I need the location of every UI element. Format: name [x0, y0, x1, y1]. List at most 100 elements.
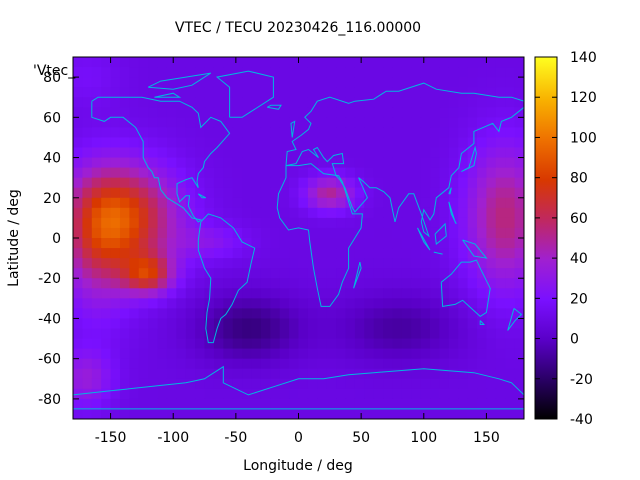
heatmap-cell	[495, 127, 506, 139]
heatmap-cell	[73, 238, 83, 249]
heatmap-cell	[458, 167, 469, 179]
heatmap-cell	[383, 358, 394, 370]
heatmap-cell	[91, 278, 102, 289]
heatmap-cell	[514, 268, 524, 279]
heatmap-cell	[458, 398, 469, 410]
heatmap-cell	[223, 67, 234, 78]
heatmap-cell	[148, 147, 159, 159]
heatmap-cell	[242, 278, 253, 289]
coastline	[276, 163, 363, 307]
heatmap-cell	[129, 117, 140, 128]
heatmap-cell	[326, 77, 337, 88]
heatmap-cell	[82, 57, 93, 68]
heatmap-cell	[270, 117, 281, 128]
heatmap-cell	[383, 408, 394, 419]
heatmap-cell	[439, 137, 450, 149]
heatmap-cell	[260, 197, 271, 209]
heatmap-cell	[345, 57, 356, 68]
heatmap-cell	[223, 217, 234, 229]
heatmap-cell	[495, 348, 506, 360]
heatmap-cell	[486, 298, 497, 309]
heatmap-cell	[242, 378, 253, 390]
heatmap-cell	[91, 268, 102, 279]
heatmap-cell	[495, 378, 506, 390]
heatmap-cell	[307, 67, 318, 78]
heatmap-cell	[448, 157, 459, 169]
heatmap-cell	[411, 278, 422, 289]
heatmap-cell	[336, 348, 347, 360]
heatmap-cell	[110, 258, 121, 269]
heatmap-cell	[279, 248, 290, 259]
heatmap-cell	[213, 258, 224, 269]
heatmap-cell	[392, 227, 403, 239]
heatmap-cell	[232, 127, 243, 139]
heatmap-cell	[467, 368, 478, 380]
heatmap-cell	[298, 368, 309, 380]
heatmap-cell	[138, 157, 149, 169]
heatmap-cell	[430, 288, 441, 299]
heatmap-cell	[420, 338, 431, 350]
heatmap-cell	[166, 77, 177, 88]
heatmap-cell	[213, 97, 224, 108]
heatmap-cell	[326, 157, 337, 169]
heatmap-cell	[204, 57, 215, 68]
heatmap-cell	[354, 87, 365, 98]
heatmap-cell	[279, 97, 290, 108]
heatmap-cell	[373, 298, 384, 309]
heatmap-cell	[411, 388, 422, 400]
heatmap-cell	[467, 147, 478, 159]
heatmap-cell	[195, 57, 206, 68]
heatmap-cell	[204, 217, 215, 229]
heatmap-cell	[514, 157, 524, 169]
heatmap-cell	[232, 107, 243, 118]
heatmap-cell	[129, 258, 140, 269]
heatmap-cell	[448, 318, 459, 330]
heatmap-cell	[336, 127, 347, 139]
heatmap	[73, 57, 524, 419]
heatmap-cell	[82, 127, 93, 139]
heatmap-cell	[373, 107, 384, 118]
heatmap-cell	[91, 187, 102, 199]
heatmap-cell	[176, 318, 187, 330]
heatmap-cell	[73, 97, 83, 108]
heatmap-cell	[251, 348, 262, 360]
heatmap-cell	[401, 97, 412, 108]
heatmap-cell	[138, 348, 149, 360]
heatmap-cell	[317, 408, 328, 419]
heatmap-cell	[185, 278, 196, 289]
heatmap-cell	[148, 278, 159, 289]
heatmap-cell	[223, 87, 234, 98]
heatmap-cell	[364, 248, 375, 259]
heatmap-cell	[176, 157, 187, 169]
heatmap-cell	[82, 167, 93, 179]
heatmap-cell	[364, 398, 375, 410]
heatmap-cell	[129, 328, 140, 340]
heatmap-cell	[289, 67, 300, 78]
heatmap-cell	[439, 57, 450, 68]
heatmap-cell	[467, 258, 478, 269]
heatmap-cell	[157, 238, 168, 249]
heatmap-cell	[354, 157, 365, 169]
heatmap-cell	[354, 207, 365, 219]
heatmap-cell	[232, 117, 243, 128]
heatmap-cell	[430, 227, 441, 239]
heatmap-cell	[514, 328, 524, 340]
heatmap-cell	[317, 238, 328, 249]
heatmap-cell	[242, 328, 253, 340]
heatmap-cell	[251, 167, 262, 179]
heatmap-cell	[138, 187, 149, 199]
heatmap-cell	[148, 328, 159, 340]
heatmap-cell	[336, 107, 347, 118]
heatmap-cell	[514, 177, 524, 189]
heatmap-cell	[176, 348, 187, 360]
heatmap-cell	[73, 398, 83, 410]
heatmap-cell	[129, 318, 140, 330]
heatmap-cell	[514, 167, 524, 179]
heatmap-cell	[185, 67, 196, 78]
heatmap-cell	[138, 117, 149, 128]
heatmap-cell	[213, 197, 224, 209]
heatmap-cell	[110, 127, 121, 139]
heatmap-cell	[119, 358, 130, 370]
heatmap-cell	[73, 278, 83, 289]
heatmap-cell	[448, 227, 459, 239]
